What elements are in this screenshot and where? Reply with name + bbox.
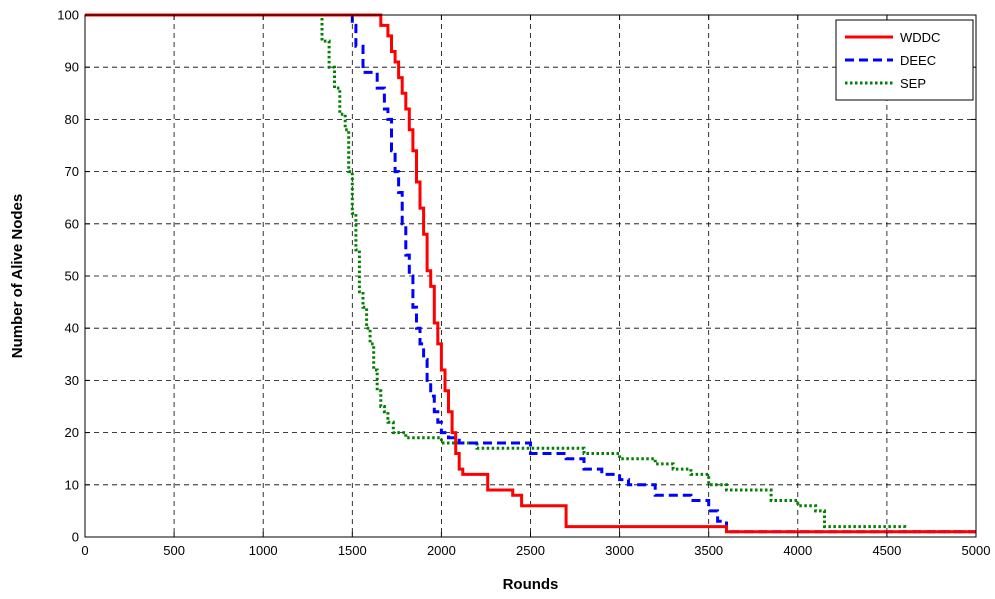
series-line-wddc: [85, 13, 976, 534]
x-tick-label: 3000: [605, 543, 634, 558]
y-tick-label: 30: [65, 373, 79, 388]
x-tick-label: 1500: [338, 543, 367, 558]
x-tick-label: 4000: [783, 543, 812, 558]
x-tick-label: 2500: [516, 543, 545, 558]
y-tick-label: 100: [57, 8, 79, 23]
series-line-deec: [85, 13, 976, 534]
x-axis-label: Rounds: [503, 576, 559, 593]
legend-label-deec: DEEC: [900, 53, 936, 68]
x-tick-label: 5000: [962, 543, 991, 558]
series-layer: [85, 13, 976, 534]
y-tick-label: 0: [72, 530, 79, 545]
y-tick-label: 20: [65, 425, 79, 440]
legend: WDDC DEEC SEP: [835, 19, 974, 101]
y-tick-label: 40: [65, 321, 79, 336]
y-tick-label: 70: [65, 164, 79, 179]
x-tick-label: 1000: [249, 543, 278, 558]
series-line-sep: [85, 13, 976, 534]
y-tick-label: 10: [65, 477, 79, 492]
y-tick-label: 90: [65, 60, 79, 75]
x-tick-label: 4500: [872, 543, 901, 558]
y-tick-label: 60: [65, 216, 79, 231]
legend-box: [835, 19, 974, 101]
legend-label-wddc: WDDC: [900, 30, 940, 45]
grid: [85, 15, 976, 537]
x-tick-label: 0: [81, 543, 88, 558]
y-tick-label: 80: [65, 112, 79, 127]
legend-label-sep: SEP: [900, 76, 926, 91]
y-tick-label: 50: [65, 269, 79, 284]
x-tick-label: 500: [163, 543, 185, 558]
x-tick-label: 3500: [694, 543, 723, 558]
y-axis-label: Number of Alive Nodes: [9, 194, 26, 358]
axis-ticks: 0 500 1000 1500 2000 2500 3000 3500 4000 4500 5000…: [57, 8, 990, 559]
x-tick-label: 2000: [427, 543, 456, 558]
